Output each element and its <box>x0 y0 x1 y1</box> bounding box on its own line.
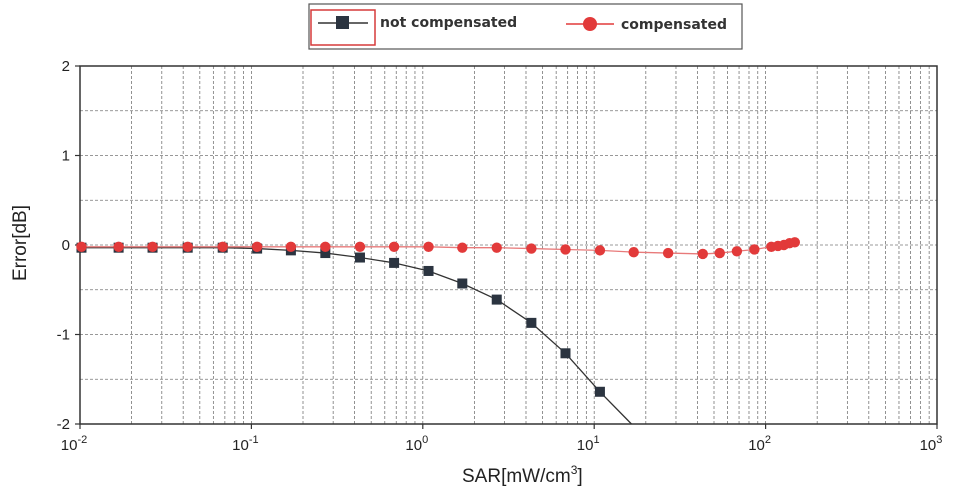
data-point-not-compensated <box>594 386 605 397</box>
data-point-compensated <box>182 241 193 252</box>
data-point-not-compensated <box>457 278 468 289</box>
x-tick-label: 100 <box>405 434 428 454</box>
data-point-compensated <box>217 241 228 252</box>
series-layer <box>76 237 800 425</box>
legend-box <box>308 3 743 50</box>
legend-marker-compensated <box>583 17 597 31</box>
data-point-compensated <box>354 241 366 252</box>
data-point-compensated <box>251 241 263 252</box>
data-point-compensated <box>749 244 760 255</box>
x-tick-label: 102 <box>748 434 771 454</box>
data-point-compensated <box>147 241 158 252</box>
data-point-compensated <box>423 241 434 252</box>
y-tick-label: 2 <box>62 58 70 75</box>
x-tick-label: 10-1 <box>232 434 258 454</box>
data-point-compensated <box>594 245 606 256</box>
data-point-not-compensated <box>526 317 537 328</box>
data-point-compensated <box>714 247 725 259</box>
data-point-compensated <box>560 244 571 255</box>
x-tick-label: 101 <box>577 434 600 454</box>
y-axis-ticks: 2 1 0 -1 -2 <box>57 58 80 433</box>
data-point-not-compensated <box>491 294 502 305</box>
x-tick-label: 103 <box>920 434 943 454</box>
data-point-not-compensated <box>320 248 331 259</box>
y-tick-label: -1 <box>57 327 70 344</box>
data-point-compensated <box>113 241 124 252</box>
x-axis-label-tail: ] <box>577 466 582 487</box>
data-point-compensated <box>388 241 400 252</box>
plot-area <box>79 65 938 425</box>
data-point-compensated <box>526 243 537 254</box>
x-axis-label-sup: 3 <box>571 463 578 477</box>
legend-label-not-compensated: not compensated <box>380 15 517 31</box>
data-point-compensated <box>285 241 297 252</box>
x-axis-label: SAR[mW/cm3] <box>462 463 583 487</box>
data-point-not-compensated <box>354 252 365 263</box>
data-point-not-compensated <box>389 257 400 268</box>
data-point-not-compensated <box>560 348 571 359</box>
legend: not compensated compensated <box>308 3 743 50</box>
data-point-compensated <box>789 237 800 248</box>
data-point-compensated <box>628 246 639 258</box>
grid-lines <box>80 66 937 424</box>
x-axis-ticks: 10-2 10-1 100 101 102 103 <box>61 424 943 454</box>
data-point-compensated <box>457 242 468 253</box>
data-point-compensated <box>76 241 87 252</box>
data-point-compensated <box>662 247 674 259</box>
y-tick-label: -2 <box>57 416 70 433</box>
data-point-compensated <box>491 242 502 253</box>
legend-label-compensated: compensated <box>621 17 727 33</box>
y-axis-label: Error[dB] <box>10 205 31 281</box>
data-point-compensated <box>697 248 708 260</box>
series-line-not-compensated <box>81 247 632 425</box>
y-tick-label: 1 <box>62 148 70 165</box>
legend-highlight-box <box>310 9 376 46</box>
x-tick-label: 10-2 <box>61 434 87 454</box>
y-tick-label: 0 <box>62 237 70 254</box>
data-point-compensated <box>320 241 331 252</box>
data-point-compensated <box>731 246 743 257</box>
data-point-not-compensated <box>423 265 434 276</box>
legend-marker-not-compensated <box>336 16 349 29</box>
x-axis-label-main: SAR[mW/cm <box>462 466 571 487</box>
